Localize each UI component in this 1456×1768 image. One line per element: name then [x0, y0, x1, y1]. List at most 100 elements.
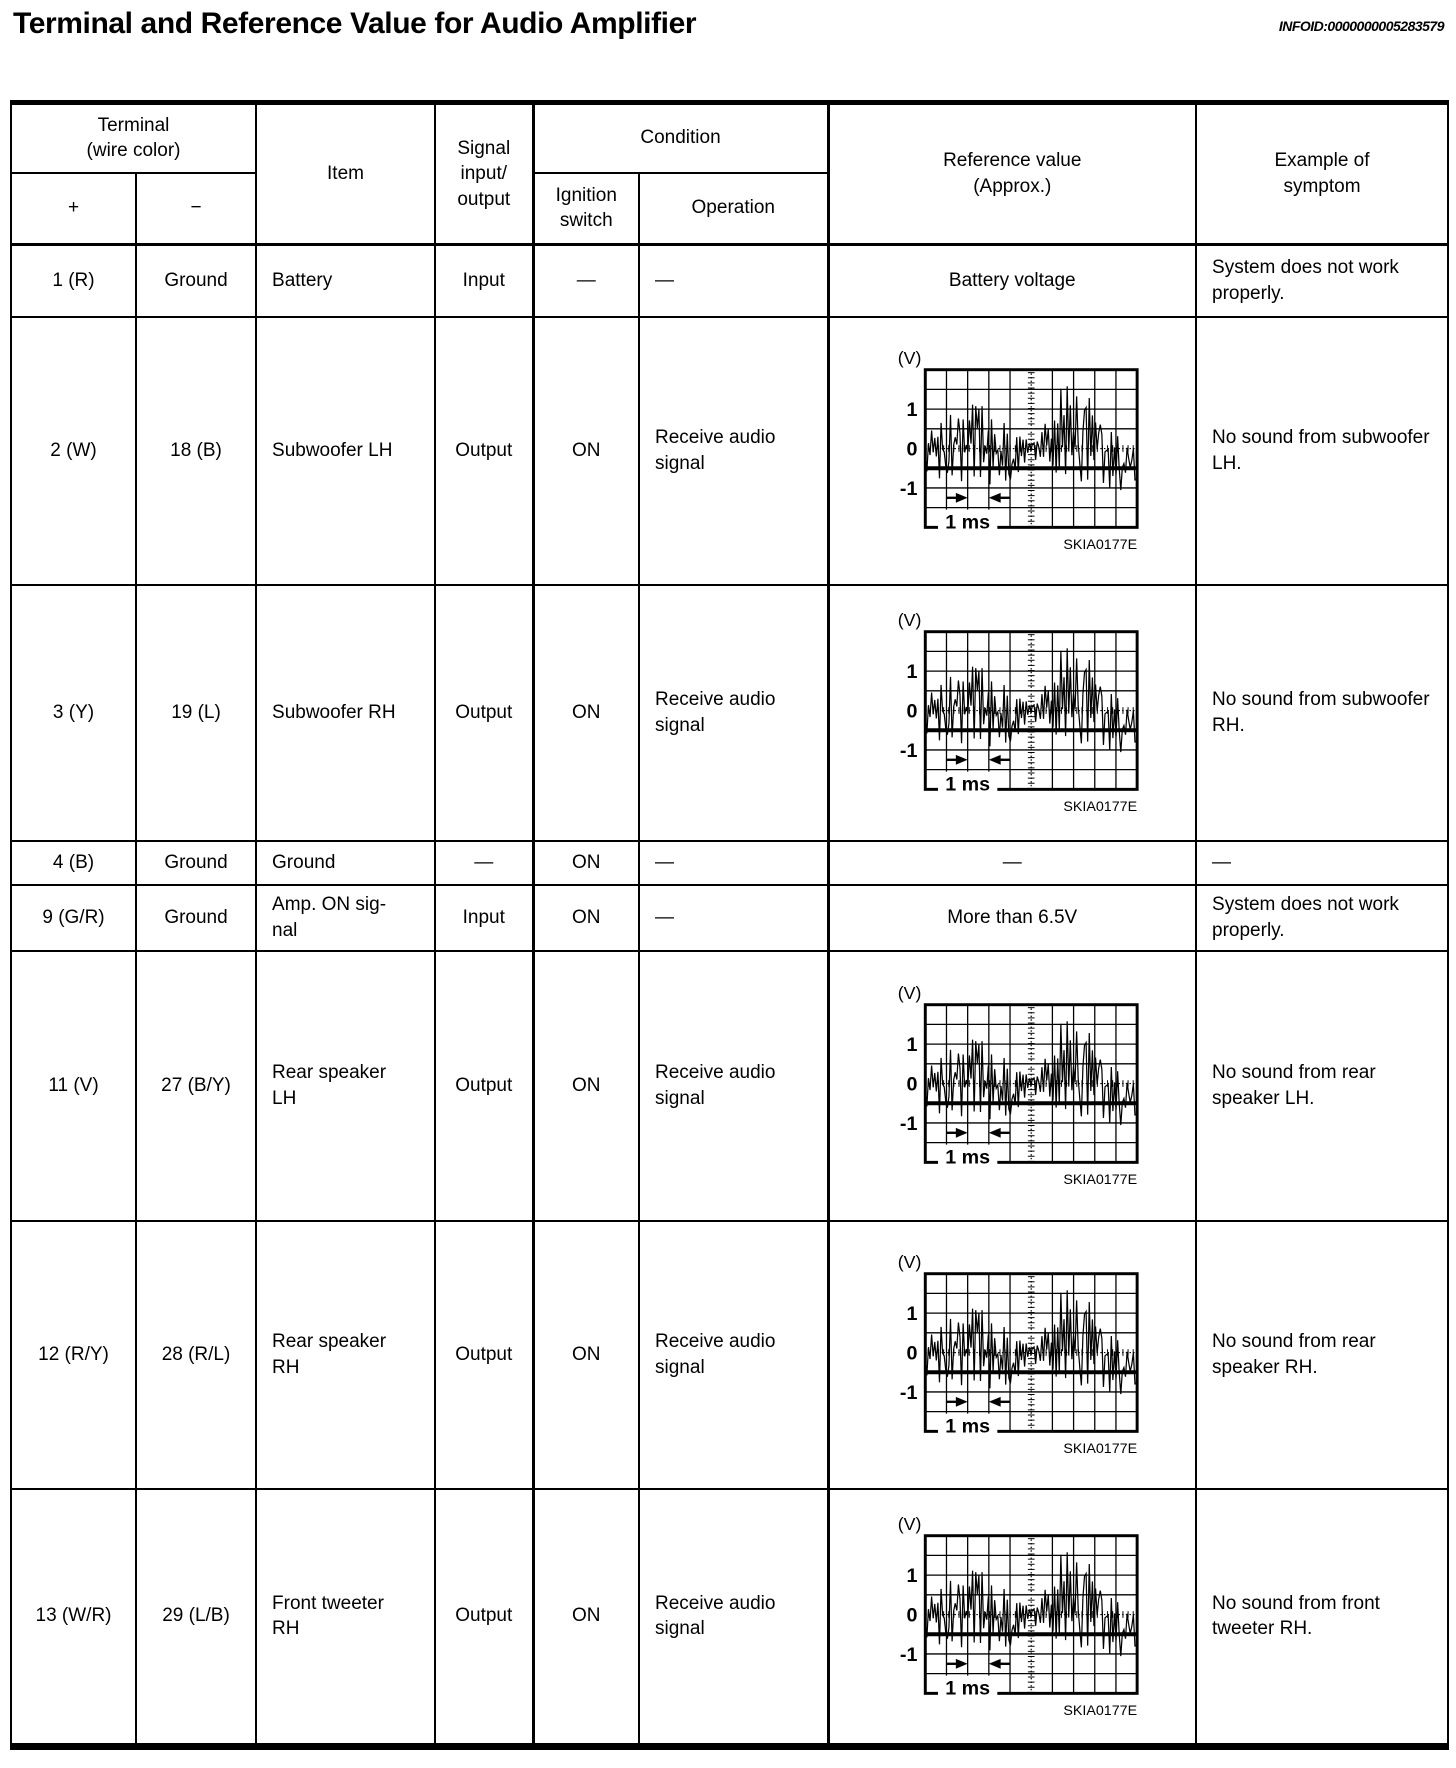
item-cell: Rear speaker RH: [255, 1219, 437, 1490]
header-ignition-switch: Ignition switch: [531, 171, 641, 246]
item-cell: Rear speaker LH: [255, 949, 437, 1222]
svg-text:1 ms: 1 ms: [945, 773, 990, 795]
svg-text:(V): (V): [898, 1252, 922, 1272]
table-row: 4 (B) Ground Ground — ON — — —: [10, 839, 1450, 886]
svg-text:(V): (V): [898, 348, 922, 368]
svg-text:0: 0: [907, 700, 918, 722]
svg-text:SKIA0177E: SKIA0177E: [1064, 799, 1138, 815]
signal-io-cell: Input: [434, 883, 535, 952]
infoid-label: INFOID:0000000005283579: [1278, 18, 1445, 34]
operation-cell: Receive audio signal: [638, 315, 830, 586]
terminal-plus-cell: 11 (V): [10, 949, 137, 1222]
svg-text:(V): (V): [898, 983, 922, 1003]
item-cell: Amp. ON sig- nal: [255, 883, 437, 952]
item-cell: Battery: [255, 243, 437, 318]
reference-value-cell: Battery voltage: [826, 243, 1198, 318]
operation-cell: —: [638, 883, 830, 952]
svg-text:0: 0: [907, 438, 918, 460]
terminal-minus-cell: 27 (B/Y): [134, 949, 258, 1222]
waveform-figure: 1 ms (V) 1 0 -1 SKIA0177E: [831, 348, 1194, 553]
ignition-switch-cell: ON: [531, 1219, 641, 1490]
terminal-reference-table: Terminal (wire color) Item Signal input/…: [9, 100, 1450, 1750]
reference-value-cell: More than 6.5V: [826, 883, 1198, 952]
reference-value-cell: 1 ms (V) 1 0 -1 SKIA0177E: [826, 315, 1198, 586]
header-signal: Signal input/ output: [434, 101, 535, 246]
table-body: 1 (R) Ground Battery Input — — Battery v…: [10, 243, 1450, 1748]
reference-value-cell: —: [826, 839, 1198, 886]
oscilloscope-waveform: 1 ms (V) 1 0 -1 SKIA0177E: [898, 348, 1139, 553]
waveform-figure: 1 ms (V) 1 0 -1 SKIA0177E: [831, 1514, 1194, 1719]
svg-text:-1: -1: [900, 1644, 918, 1666]
symptom-cell: No sound from subwoofer LH.: [1195, 315, 1450, 586]
terminal-plus-cell: 12 (R/Y): [10, 1219, 137, 1490]
svg-text:1 ms: 1 ms: [945, 1677, 990, 1699]
header-terminal-minus: −: [134, 171, 258, 246]
terminal-minus-cell: 19 (L): [134, 583, 258, 842]
svg-text:0: 0: [907, 1073, 918, 1095]
table-row: 12 (R/Y) 28 (R/L) Rear speaker RH Output…: [10, 1219, 1450, 1490]
table-row: 11 (V) 27 (B/Y) Rear speaker LH Output O…: [10, 949, 1450, 1222]
svg-text:1: 1: [907, 661, 918, 683]
table-row: 2 (W) 18 (B) Subwoofer LH Output ON Rece…: [10, 315, 1450, 586]
waveform-figure: 1 ms (V) 1 0 -1 SKIA0177E: [831, 983, 1194, 1188]
header-terminal: Terminal (wire color): [9, 101, 258, 174]
svg-text:(V): (V): [898, 610, 922, 630]
oscilloscope-waveform: 1 ms (V) 1 0 -1 SKIA0177E: [898, 610, 1139, 815]
svg-text:SKIA0177E: SKIA0177E: [1064, 1172, 1138, 1188]
reference-value-cell: 1 ms (V) 1 0 -1 SKIA0177E: [826, 1487, 1198, 1748]
symptom-cell: —: [1195, 839, 1450, 886]
terminal-minus-cell: 29 (L/B): [134, 1487, 258, 1748]
svg-text:SKIA0177E: SKIA0177E: [1064, 1441, 1138, 1457]
symptom-cell: No sound from rear speaker LH.: [1195, 949, 1450, 1222]
svg-text:1 ms: 1 ms: [945, 1415, 990, 1437]
terminal-plus-cell: 13 (W/R): [10, 1487, 137, 1748]
reference-value-cell: 1 ms (V) 1 0 -1 SKIA0177E: [826, 583, 1198, 842]
terminal-plus-cell: 3 (Y): [10, 583, 137, 842]
oscilloscope-waveform: 1 ms (V) 1 0 -1 SKIA0177E: [898, 983, 1139, 1188]
terminal-minus-cell: Ground: [134, 883, 258, 952]
signal-io-cell: Input: [434, 243, 535, 318]
signal-io-cell: —: [434, 839, 535, 886]
svg-text:1 ms: 1 ms: [945, 511, 990, 533]
item-cell: Front tweeter RH: [255, 1487, 437, 1748]
svg-text:-1: -1: [900, 740, 918, 762]
terminal-minus-cell: 28 (R/L): [134, 1219, 258, 1490]
terminal-plus-cell: 1 (R): [10, 243, 137, 318]
ignition-switch-cell: ON: [531, 839, 641, 886]
terminal-minus-cell: Ground: [134, 839, 258, 886]
ignition-switch-cell: ON: [531, 883, 641, 952]
svg-text:0: 0: [907, 1604, 918, 1626]
item-cell: Subwoofer LH: [255, 315, 437, 586]
oscilloscope-waveform: 1 ms (V) 1 0 -1 SKIA0177E: [898, 1252, 1139, 1457]
reference-value-cell: 1 ms (V) 1 0 -1 SKIA0177E: [826, 949, 1198, 1222]
ignition-switch-cell: ON: [531, 949, 641, 1222]
page-title: Terminal and Reference Value for Audio A…: [13, 7, 697, 40]
item-cell: Subwoofer RH: [255, 583, 437, 842]
table-row: 1 (R) Ground Battery Input — — Battery v…: [10, 243, 1450, 318]
operation-cell: Receive audio signal: [638, 1487, 830, 1748]
table-row: 9 (G/R) Ground Amp. ON sig- nal Input ON…: [10, 883, 1450, 952]
table-header: Terminal (wire color) Item Signal input/…: [9, 101, 1450, 246]
symptom-cell: No sound from subwoofer RH.: [1195, 583, 1450, 842]
ignition-switch-cell: ON: [531, 315, 641, 586]
svg-text:-1: -1: [900, 478, 918, 500]
signal-io-cell: Output: [434, 1219, 535, 1490]
symptom-cell: System does not work properly.: [1195, 243, 1450, 318]
terminal-plus-cell: 9 (G/R): [10, 883, 137, 952]
signal-io-cell: Output: [434, 315, 535, 586]
symptom-cell: No sound from rear speaker RH.: [1195, 1219, 1450, 1490]
operation-cell: —: [638, 839, 830, 886]
operation-cell: Receive audio signal: [638, 949, 830, 1222]
waveform-figure: 1 ms (V) 1 0 -1 SKIA0177E: [831, 610, 1194, 815]
svg-text:1: 1: [907, 1034, 918, 1056]
symptom-cell: System does not work properly.: [1195, 883, 1450, 952]
table-row: 13 (W/R) 29 (L/B) Front tweeter RH Outpu…: [10, 1487, 1450, 1748]
operation-cell: —: [638, 243, 830, 318]
header-operation: Operation: [638, 171, 830, 246]
svg-text:1: 1: [907, 1565, 918, 1587]
operation-cell: Receive audio signal: [638, 1219, 830, 1490]
header-reference-value: Reference value (Approx.): [826, 101, 1198, 246]
header-example-symptom: Example of symptom: [1195, 101, 1450, 246]
svg-text:SKIA0177E: SKIA0177E: [1064, 537, 1138, 553]
oscilloscope-waveform: 1 ms (V) 1 0 -1 SKIA0177E: [898, 1514, 1139, 1719]
